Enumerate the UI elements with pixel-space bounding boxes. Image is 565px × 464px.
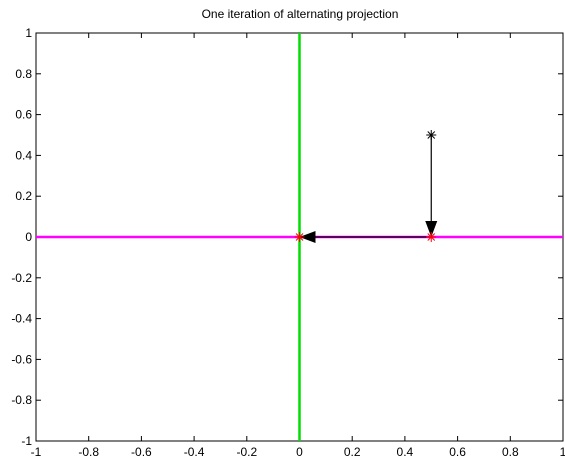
y-tick-label: -1 [21,434,32,448]
asterisk-point [294,232,305,242]
projection-arrow-1 [425,135,438,237]
axis-ticks: -1 -0.8 -0.6 -0.4 -0.2 0 0.2 0.4 0.6 0.8 1 -1 -0.8 -0… [11,26,565,459]
x-tick-label: 0 [296,445,303,459]
x-tick-label: 0.4 [397,445,414,459]
x-tick-label: -0.6 [131,445,152,459]
x-tick-label: 1 [560,445,565,459]
y-tick-label: -0.8 [11,393,32,407]
x-tick-label: -0.2 [236,445,257,459]
y-tick-label: 0.4 [15,148,32,162]
x-tick-label: -1 [31,445,42,459]
y-tick-label: -0.6 [11,352,32,366]
x-tick-label: 0.8 [502,445,519,459]
chart-title: One iteration of alternating projection [202,7,399,21]
y-tick-label: 0.8 [15,67,32,81]
projection-points [294,130,437,242]
y-tick-label: -0.4 [11,312,32,326]
x-tick-label: 0.2 [344,445,361,459]
y-tick-label: -0.2 [11,271,32,285]
y-tick-label: 0.6 [15,108,32,122]
arrow-head [425,221,438,237]
x-tick-label: -0.8 [78,445,99,459]
x-tick-label: -0.4 [184,445,205,459]
y-tick-label: 0.2 [15,189,32,203]
projection-arrows [299,135,438,243]
asterisk-point [426,232,437,242]
projection-arrow-2 [299,231,432,243]
y-tick-label: 1 [25,26,32,40]
arrow-head [299,231,316,243]
y-tick-label: 0 [25,230,32,244]
x-tick-label: 0.6 [449,445,466,459]
asterisk-point [426,130,437,140]
